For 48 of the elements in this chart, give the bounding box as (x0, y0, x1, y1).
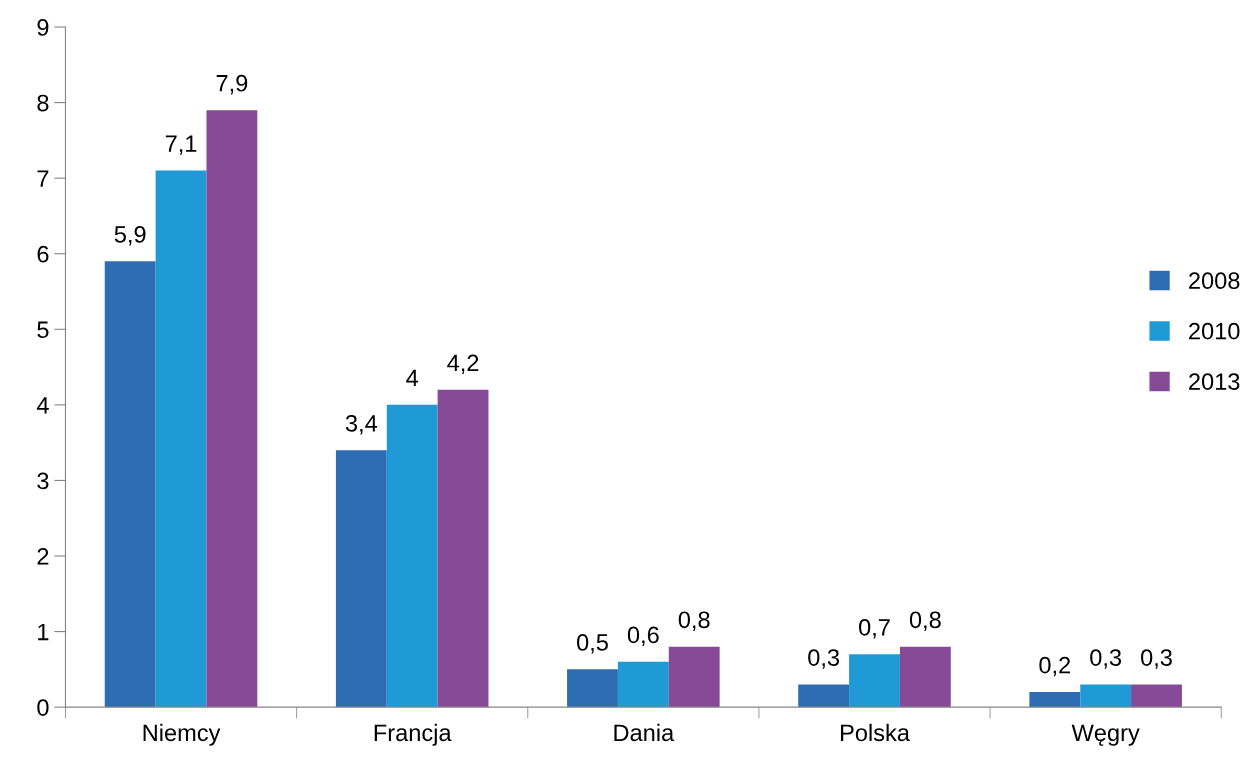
y-tick-label: 1 (38, 623, 49, 641)
data-label: 7,9 (216, 74, 248, 95)
y-tick-label: 4 (36, 397, 49, 414)
x-tick-label: Dania (614, 723, 675, 742)
bar (104, 261, 156, 708)
data-label: 0,6 (627, 626, 659, 647)
bar (798, 684, 850, 708)
data-label: 0,5 (577, 634, 608, 654)
data-label: 0,3 (1141, 649, 1172, 669)
x-tick-label: Niemcy (143, 723, 221, 746)
bar (437, 389, 489, 708)
bar (206, 110, 258, 708)
y-tick-label: 3 (37, 472, 49, 490)
y-tick-label: 5 (37, 321, 49, 339)
bar (155, 170, 207, 708)
bar (899, 646, 951, 708)
x-tick-label: Francja (374, 723, 452, 746)
bar (386, 404, 438, 708)
data-label: 0,2 (1039, 656, 1071, 677)
data-label: 0,3 (1090, 649, 1122, 669)
y-tick-label: 6 (37, 245, 49, 263)
data-label: 5,9 (114, 226, 146, 246)
data-label: 0,8 (678, 611, 710, 631)
data-label: 0,7 (859, 618, 890, 639)
bar (849, 654, 900, 708)
y-tick-label: 8 (37, 94, 49, 112)
bar (1131, 684, 1182, 708)
bar (1029, 692, 1081, 708)
data-label: 4 (406, 369, 419, 387)
bar (617, 661, 669, 708)
y-tick-label: 2 (37, 548, 49, 565)
bar (335, 450, 387, 708)
bar (668, 646, 720, 708)
data-label: 7,1 (165, 135, 197, 155)
x-tick-label: Węgry (1071, 724, 1140, 746)
legend-label: 2010 (1189, 322, 1240, 340)
data-label: 3,4 (345, 414, 378, 435)
y-tick-label: 0 (37, 699, 49, 716)
data-label: 4,2 (447, 354, 479, 374)
y-tick-label: 9 (37, 19, 49, 36)
legend-label: 2013 (1189, 373, 1240, 390)
data-label: 0,8 (909, 611, 941, 631)
x-tick-label: Polska (841, 723, 910, 742)
bar (1080, 684, 1132, 708)
y-tick-label: 7 (37, 170, 49, 187)
legend-label: 2008 (1189, 272, 1240, 290)
data-label: 0,3 (808, 649, 840, 669)
bar (567, 669, 618, 708)
